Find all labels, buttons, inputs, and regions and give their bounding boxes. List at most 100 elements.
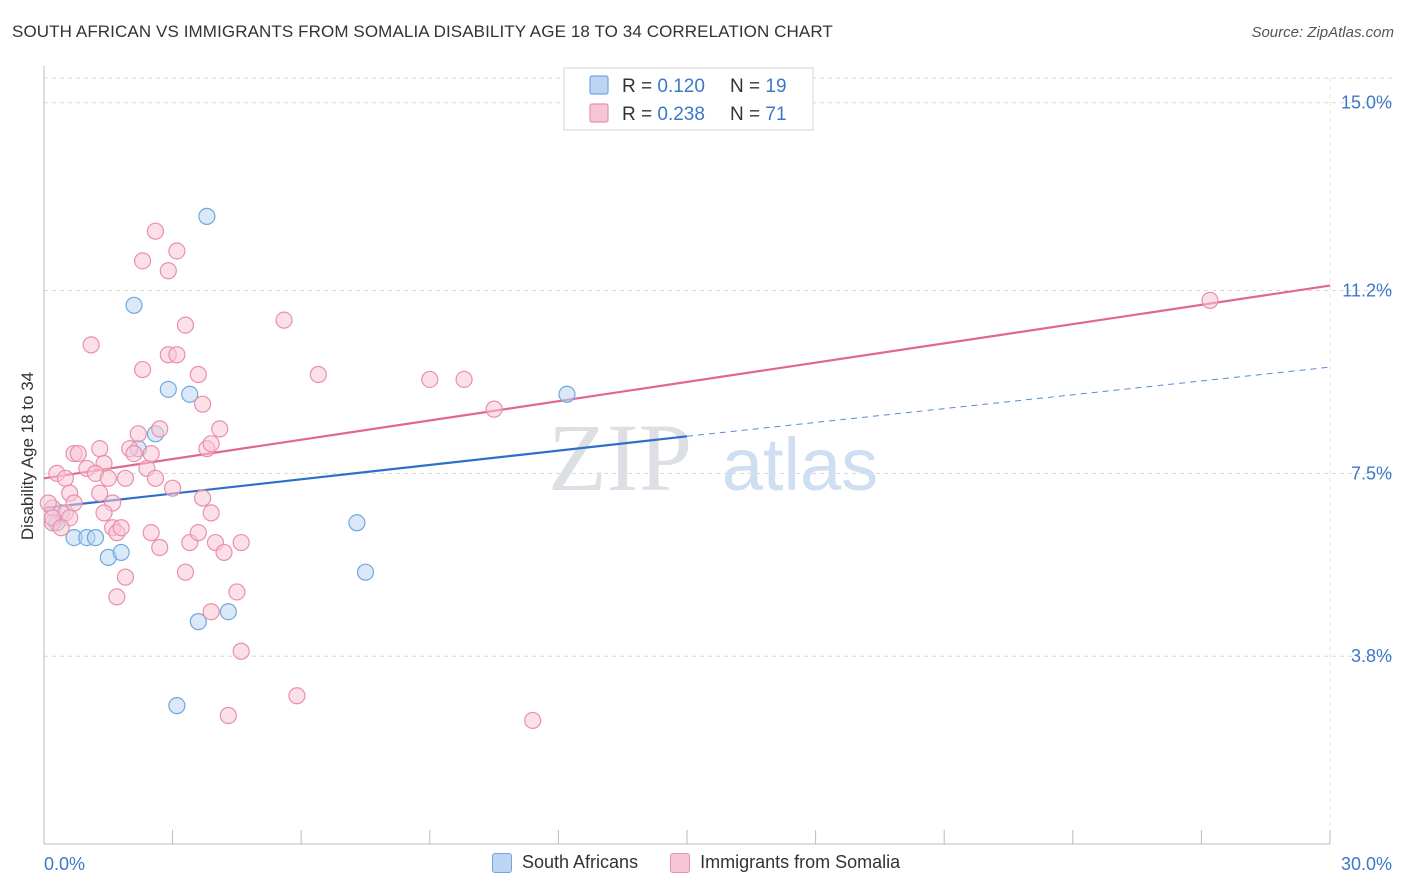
- data-point-somalia: [288, 687, 306, 705]
- data-point-somalia: [168, 346, 186, 364]
- data-point-somalia: [421, 370, 439, 389]
- x-tick-label-min: 0.0%: [44, 854, 85, 874]
- axes: [43, 66, 1331, 845]
- data-point-somalia: [52, 519, 70, 537]
- data-point-somalia: [99, 469, 117, 487]
- data-point-somalia: [164, 479, 182, 497]
- data-point-somalia: [133, 252, 152, 270]
- data-point-somalia: [91, 440, 109, 458]
- data-point-somalia: [485, 400, 503, 418]
- data-point-somalia: [189, 524, 207, 542]
- data-point-somalia: [108, 588, 126, 606]
- legend-box: R = 0.120 N = 19 R = 0.238 N = 71: [563, 67, 814, 131]
- data-point-somalia: [194, 489, 212, 507]
- data-point-somalia: [211, 420, 229, 438]
- data-point-somalia: [194, 395, 212, 413]
- trend-line-somalia: [43, 284, 1331, 480]
- grid-lines: [44, 77, 1392, 844]
- chart-title: SOUTH AFRICAN VS IMMIGRANTS FROM SOMALIA…: [12, 22, 833, 41]
- watermark-zip: ZIP: [548, 404, 692, 511]
- data-point-somalia: [39, 494, 57, 512]
- y-tick-label: 15.0%: [1341, 93, 1392, 113]
- data-point-south-african: [198, 207, 216, 225]
- data-points: [39, 207, 1219, 730]
- legend-swatch-south-africans: [492, 852, 512, 873]
- data-point-somalia: [95, 504, 113, 522]
- x-tick-label-max: 30.0%: [1341, 854, 1392, 874]
- legend-r-value-2: 0.238: [657, 104, 705, 125]
- svg-text:N = 71: N = 71: [730, 104, 787, 125]
- data-point-somalia: [202, 435, 220, 453]
- data-point-somalia: [159, 262, 177, 280]
- y-tick-label: 7.5%: [1351, 463, 1392, 483]
- legend-item-somalia: Immigrants from Somalia: [670, 852, 900, 873]
- data-point-somalia: [133, 360, 152, 379]
- data-point-somalia: [142, 524, 160, 542]
- data-point-somalia: [69, 444, 87, 463]
- data-point-somalia: [232, 533, 250, 552]
- svg-text:R = 0.238: R = 0.238: [622, 104, 705, 125]
- data-point-somalia: [275, 311, 293, 329]
- legend-swatch-pink: [589, 103, 609, 123]
- legend-label-south-africans: South Africans: [522, 852, 639, 872]
- source-label: Source: ZipAtlas.com: [1251, 24, 1394, 41]
- data-point-somalia: [215, 543, 233, 562]
- trend-lines: [43, 284, 1331, 510]
- data-point-south-african: [348, 514, 366, 532]
- data-point-somalia: [125, 444, 143, 463]
- legend-n-label-2: N =: [730, 104, 765, 125]
- data-point-somalia: [1201, 291, 1219, 309]
- data-point-somalia: [82, 336, 100, 354]
- data-point-south-african: [168, 697, 186, 715]
- data-point-somalia: [146, 222, 165, 240]
- y-axis-label: Disability Age 18 to 34: [18, 371, 37, 541]
- data-point-somalia: [91, 484, 109, 502]
- trend-line-south-africans-extrapolated: [686, 366, 1331, 437]
- trend-line-south-africans: [43, 435, 688, 510]
- legend-r-label-2: R =: [622, 104, 657, 125]
- data-point-somalia: [146, 469, 165, 487]
- svg-text:R = 0.120: R = 0.120: [622, 76, 705, 97]
- legend-label-somalia: Immigrants from Somalia: [700, 852, 901, 872]
- data-point-somalia: [189, 365, 207, 384]
- legend-r-label-1: R =: [622, 76, 657, 97]
- data-point-somalia: [202, 504, 220, 522]
- data-point-somalia: [228, 583, 246, 601]
- data-point-somalia: [309, 365, 327, 384]
- data-point-south-african: [86, 528, 105, 547]
- data-point-somalia: [129, 425, 147, 443]
- tick-labels: 3.8% 7.5% 11.2% 15.0% 0.0% 30.0%: [44, 93, 1392, 874]
- data-point-somalia: [202, 603, 220, 621]
- legend-n-label-1: N =: [730, 76, 765, 97]
- legend-n-value-1: 19: [765, 76, 786, 97]
- watermark: ZIP atlas: [548, 404, 878, 511]
- data-point-south-african: [219, 603, 237, 621]
- data-point-somalia: [112, 519, 130, 537]
- data-point-south-african: [189, 613, 207, 631]
- data-point-south-african: [356, 563, 375, 581]
- data-point-somalia: [176, 316, 195, 334]
- data-point-south-african: [125, 296, 143, 314]
- legend-swatch-blue: [589, 75, 609, 95]
- data-point-somalia: [524, 711, 542, 730]
- data-point-south-african: [159, 380, 177, 398]
- watermark-atlas: atlas: [722, 423, 878, 506]
- svg-text:N = 19: N = 19: [730, 76, 787, 97]
- data-point-somalia: [151, 420, 169, 438]
- bottom-legend: South Africans Immigrants from Somalia: [492, 852, 932, 873]
- legend-item-south-africans: South Africans: [492, 852, 638, 873]
- data-point-somalia: [142, 444, 160, 463]
- legend-r-value-1: 0.120: [657, 76, 705, 97]
- y-tick-label: 3.8%: [1351, 646, 1392, 666]
- y-tick-label: 11.2%: [1342, 281, 1392, 301]
- data-point-somalia: [176, 563, 195, 581]
- data-point-somalia: [455, 370, 473, 389]
- legend-n-value-2: 71: [765, 104, 786, 125]
- data-point-somalia: [116, 568, 135, 586]
- data-point-south-african: [558, 385, 576, 403]
- data-point-somalia: [56, 469, 75, 487]
- data-point-somalia: [232, 642, 250, 660]
- data-point-south-african: [112, 543, 130, 562]
- data-point-somalia: [151, 538, 169, 557]
